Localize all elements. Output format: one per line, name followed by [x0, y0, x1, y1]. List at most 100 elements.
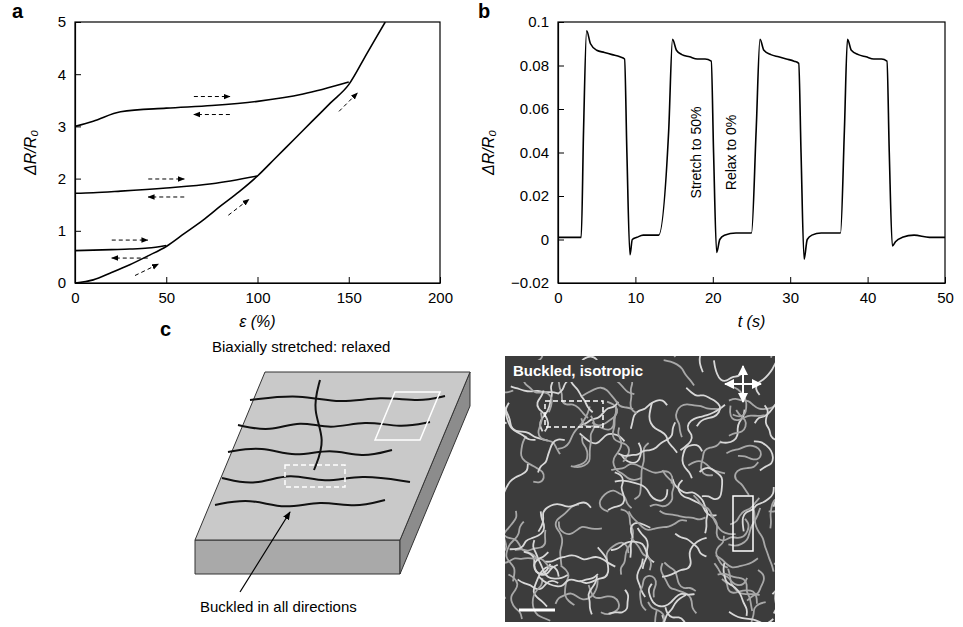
y-axis: −0.0200.020.040.060.080.1 — [511, 13, 564, 291]
data-line — [75, 176, 258, 193]
tick-label: 200 — [428, 289, 453, 306]
tick-label: 3 — [58, 118, 66, 135]
micrograph-wire — [538, 574, 597, 586]
direction-arrow — [135, 264, 158, 275]
tick-mark — [258, 277, 259, 283]
tick-label: 20 — [705, 289, 722, 306]
micrograph-wire — [730, 406, 764, 421]
panel-letter: c — [160, 318, 171, 340]
tick: 30 — [782, 277, 799, 306]
tick-mark — [558, 66, 564, 67]
micrograph-wire — [718, 574, 753, 611]
micrograph-wire — [660, 511, 706, 520]
micrograph-wire — [600, 491, 632, 512]
axis-line — [76, 283, 441, 284]
micrograph-wire — [695, 356, 703, 372]
direction-arrows — [112, 93, 358, 276]
micrograph-wire — [582, 388, 633, 409]
tick-label: 150 — [337, 289, 362, 306]
micrograph-wire — [729, 410, 746, 436]
micrograph-wire — [740, 356, 772, 358]
tick-label: 40 — [860, 289, 877, 306]
micrograph-wire — [533, 540, 568, 579]
micrograph-wire — [611, 542, 647, 569]
direction-arrow — [743, 383, 761, 385]
micrograph-wire — [589, 576, 598, 614]
micrograph-wire — [650, 470, 674, 506]
tick: 4 — [58, 66, 81, 83]
panel-letter: a — [12, 0, 24, 22]
data-line — [75, 82, 349, 126]
x-axis: 01020304050 — [554, 277, 954, 306]
data-line — [75, 22, 385, 283]
figure: 050100150200012345ε (%)ΔR/R₀a01020304050… — [0, 0, 963, 627]
tick-label: 0 — [58, 274, 66, 291]
tick-mark — [558, 153, 564, 154]
tick-label: 100 — [245, 289, 270, 306]
micrograph-wire — [680, 405, 725, 451]
micrograph-wire — [753, 506, 774, 572]
tick: 0.08 — [520, 57, 564, 74]
direction-arrow — [112, 240, 148, 241]
schematic-callout: Buckled in all directions — [200, 598, 357, 615]
micrograph-wire — [555, 376, 588, 418]
tick-mark — [349, 277, 350, 283]
scale-bar — [519, 609, 555, 612]
micrograph-wire — [664, 562, 695, 591]
axis-line — [559, 283, 946, 284]
highlight-box-dashed — [285, 465, 345, 487]
tick-label: 2 — [58, 170, 66, 187]
tick-mark — [635, 277, 636, 283]
micrograph-wire — [701, 441, 721, 475]
nanowire — [314, 380, 322, 470]
tick-mark — [868, 277, 869, 283]
tick-label: 0 — [71, 289, 79, 306]
tick: 0.1 — [528, 13, 564, 30]
tick-label: 0 — [554, 289, 562, 306]
nanowire — [215, 500, 385, 506]
nanowire — [250, 396, 445, 401]
tick-mark — [440, 277, 441, 283]
schematic-title: Biaxially stretched: relaxed — [212, 338, 390, 355]
micrograph-wire — [537, 390, 548, 431]
direction-arrow — [194, 96, 230, 97]
micrograph-wire — [629, 511, 687, 529]
micrograph-wire — [505, 585, 506, 605]
micrograph-wire — [714, 360, 743, 380]
micrograph-wire — [694, 495, 736, 534]
micrograph-wire — [505, 384, 513, 393]
tick-label: 0.02 — [520, 187, 549, 204]
x-axis: 050100150200 — [71, 277, 453, 306]
y-axis: 012345 — [58, 13, 81, 291]
micrograph-wire — [581, 406, 616, 430]
micrograph-wire — [700, 468, 723, 499]
tick: 0.06 — [520, 100, 564, 117]
micrograph-wire — [643, 615, 665, 622]
tick-label: 4 — [58, 66, 66, 83]
micrograph-ground — [505, 356, 775, 622]
direction-arrow — [194, 114, 230, 115]
tick: −0.02 — [511, 274, 564, 291]
micrograph-wire — [756, 356, 775, 395]
plot-area — [75, 22, 385, 283]
micrograph-wire — [638, 356, 676, 357]
micrograph-wire — [754, 441, 773, 470]
tick-mark — [558, 283, 564, 284]
micrograph-wire — [664, 360, 694, 385]
direction-arrow — [742, 366, 744, 384]
micrograph-wire — [506, 522, 524, 582]
micrograph-wire — [710, 516, 748, 541]
micrograph-wire — [521, 436, 544, 482]
micrograph-wire — [533, 578, 551, 620]
tick: 100 — [245, 277, 270, 306]
micrograph-wire — [571, 416, 594, 467]
tick-label: 10 — [628, 289, 645, 306]
label-patch — [509, 360, 659, 382]
tick-label: 0.08 — [520, 57, 549, 74]
micrograph-wire — [506, 403, 536, 440]
x-axis-title: ε (%) — [239, 313, 275, 330]
direction-arrow — [112, 258, 148, 259]
highlight-box — [733, 496, 753, 551]
micrograph-wire — [774, 551, 775, 613]
tick: 0.04 — [520, 144, 564, 161]
